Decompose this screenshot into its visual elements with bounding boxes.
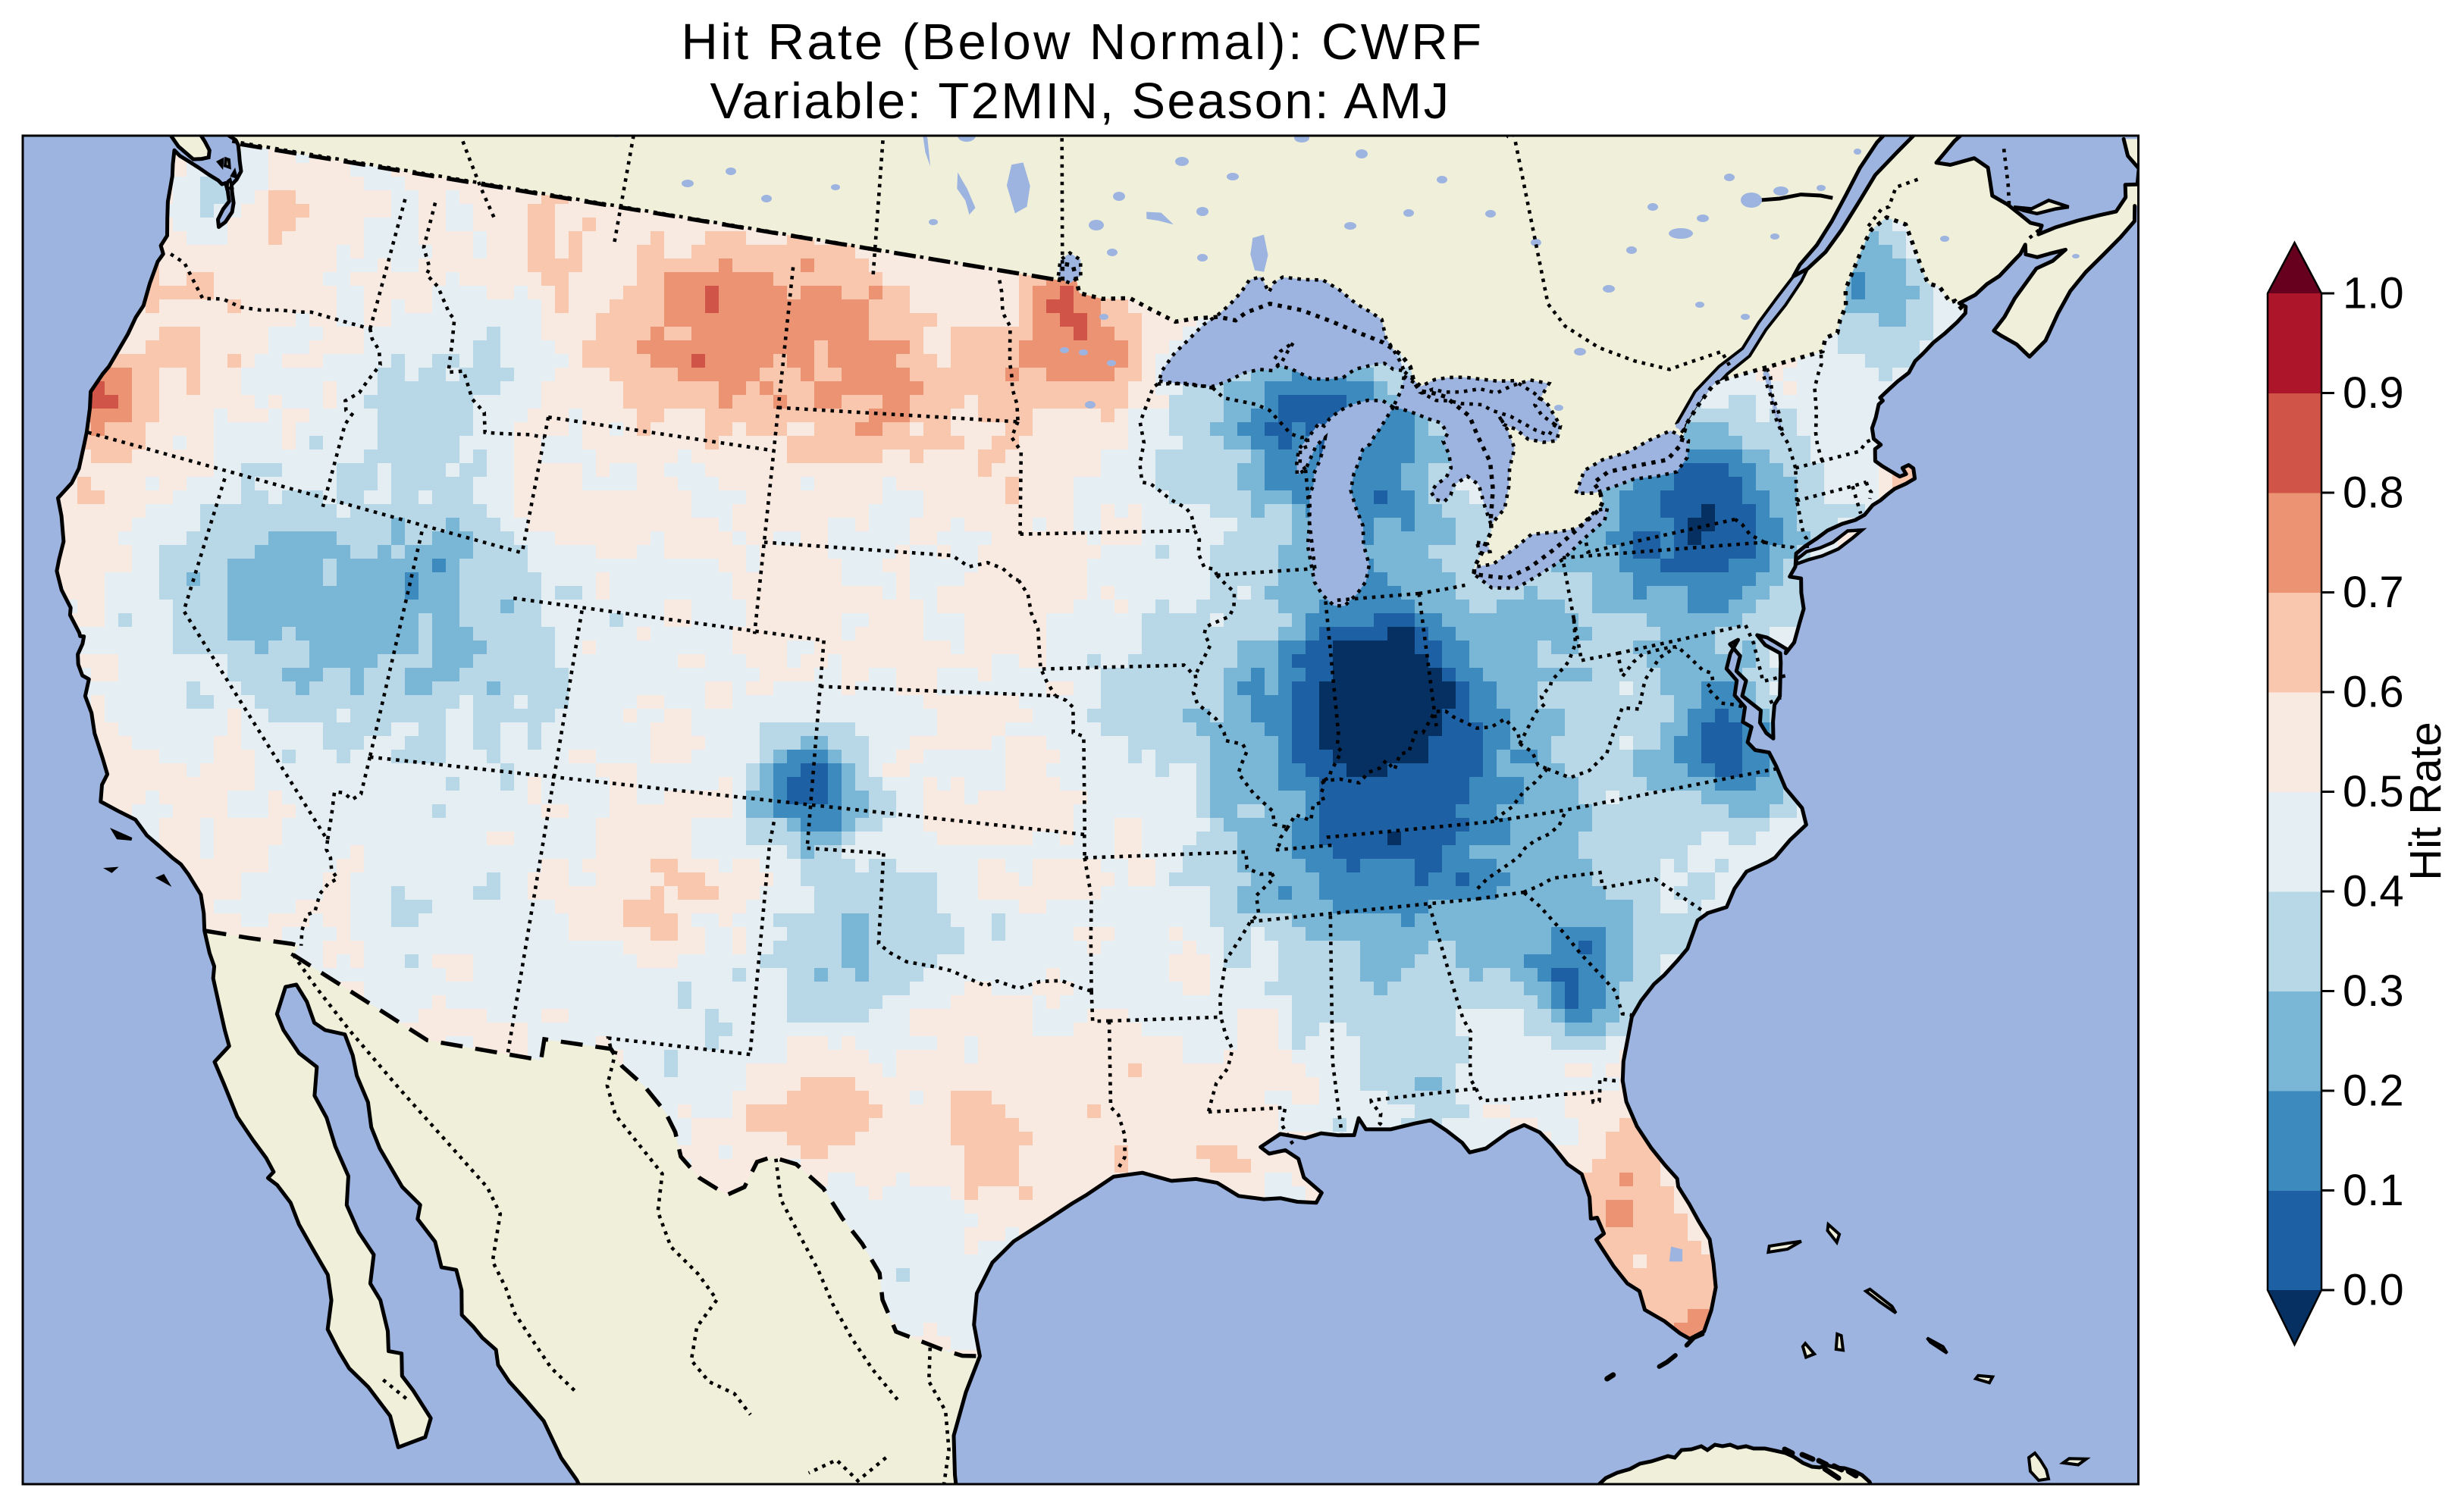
svg-text:0.6: 0.6 [2343,668,2404,717]
svg-text:0.3: 0.3 [2343,966,2404,1016]
svg-text:0.4: 0.4 [2343,867,2404,916]
svg-text:0.7: 0.7 [2343,568,2404,617]
svg-text:Hit Rate: Hit Rate [2401,722,2450,881]
svg-text:0.5: 0.5 [2343,767,2404,816]
svg-text:0.9: 0.9 [2343,368,2404,418]
svg-text:0.1: 0.1 [2343,1166,2404,1215]
svg-text:1.0: 1.0 [2343,269,2404,318]
svg-text:0.8: 0.8 [2343,468,2404,518]
svg-text:Variable: T2MIN, Season: AMJ: Variable: T2MIN, Season: AMJ [710,73,1450,130]
svg-text:0.2: 0.2 [2343,1066,2404,1116]
svg-text:Hit Rate (Below Normal): CWRF: Hit Rate (Below Normal): CWRF [681,14,1484,70]
svg-text:0.0: 0.0 [2343,1266,2404,1315]
